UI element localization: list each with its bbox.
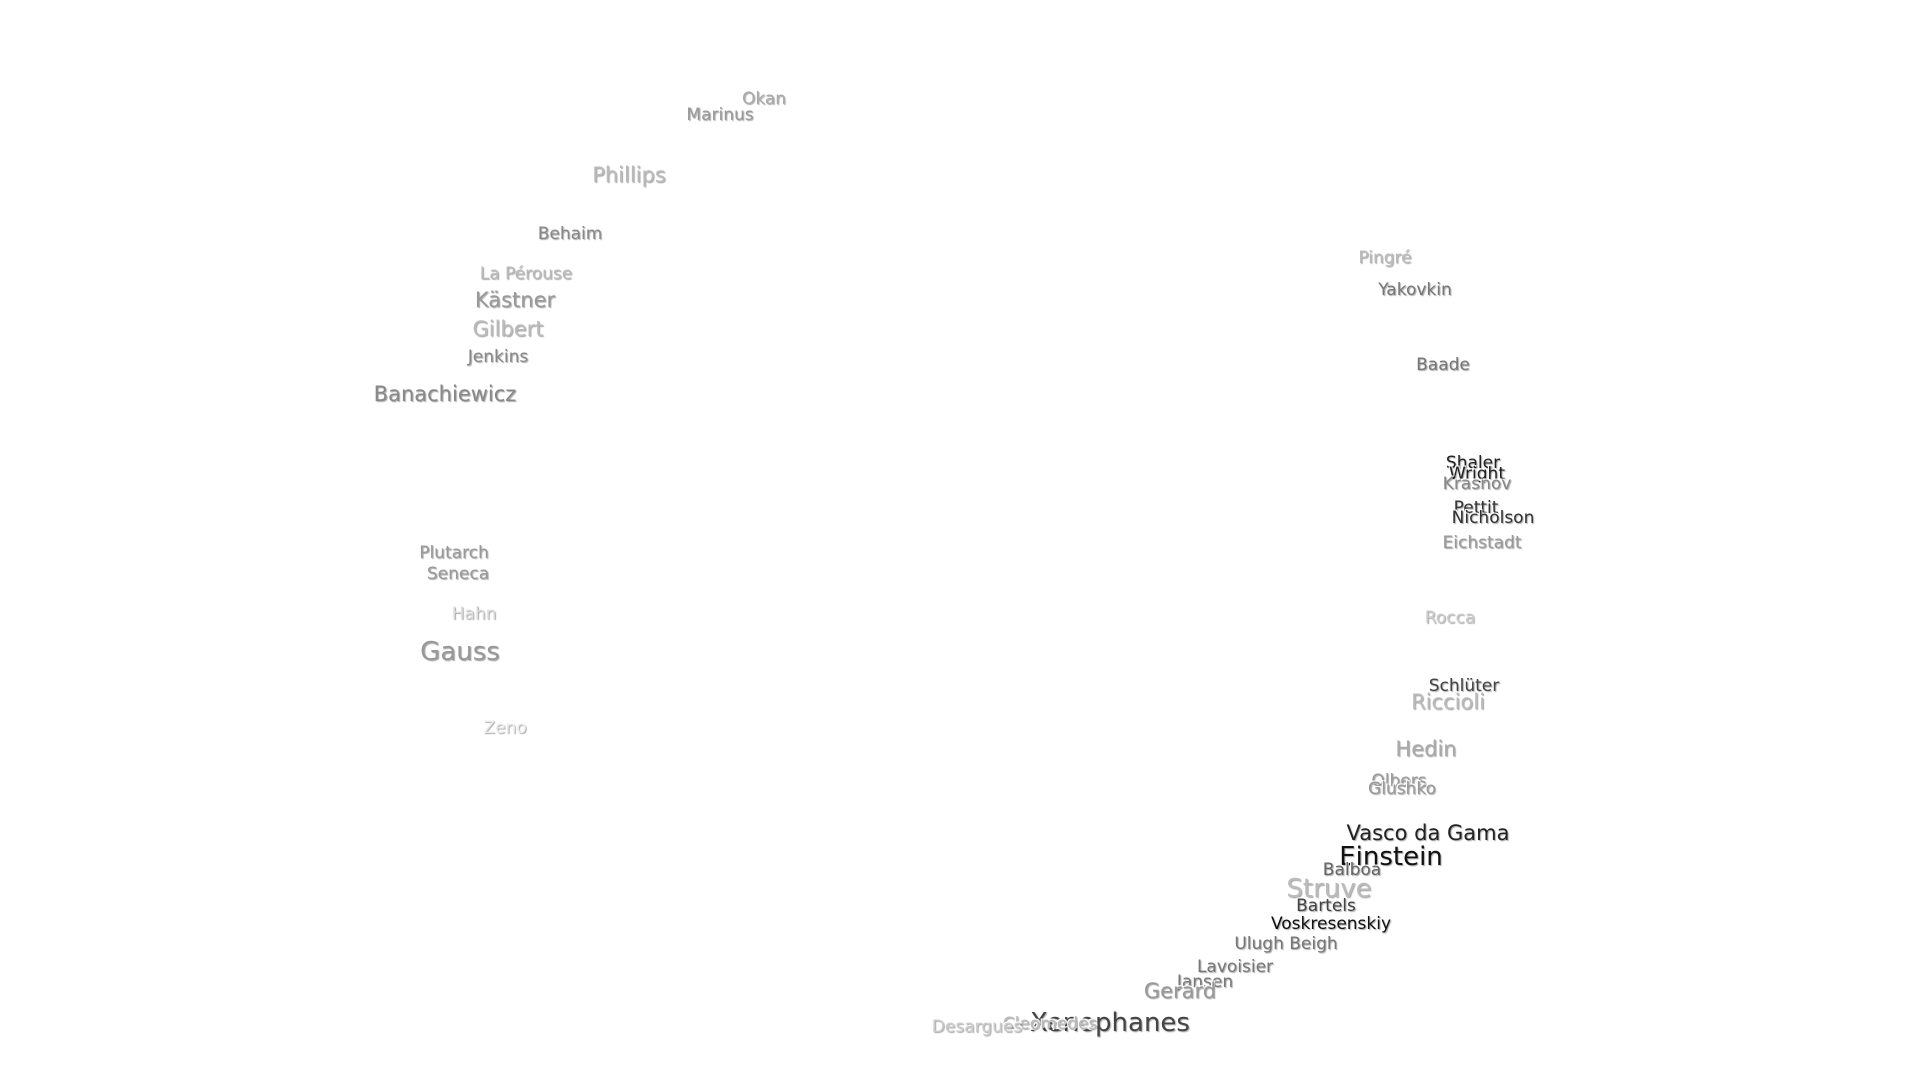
name-label: Wright: [1449, 464, 1505, 484]
name-label: Xenophanes: [1030, 1008, 1190, 1038]
name-label: La Pérouse: [479, 264, 573, 284]
name-label: Hedin: [1395, 737, 1457, 761]
name-label: Yakovkin: [1378, 280, 1452, 300]
name-label: Plutarch: [419, 543, 489, 563]
name-label: Zeno: [483, 718, 527, 738]
name-label: Marinus: [686, 105, 754, 125]
name-label: Balboa: [1322, 860, 1382, 880]
name-label: Krasnov: [1442, 474, 1512, 494]
name-label: Shaler: [1445, 453, 1501, 473]
name-label: Gerard: [1143, 979, 1217, 1003]
name-label: Nicholson: [1451, 508, 1535, 528]
name-label: Lavoisier: [1196, 957, 1274, 977]
name-label: Riccioli: [1411, 690, 1485, 714]
name-label: Jansen: [1176, 972, 1234, 992]
name-label: Gilbert: [472, 317, 544, 341]
name-label: Rocca: [1424, 608, 1476, 628]
name-label: Seneca: [426, 564, 490, 584]
name-label: Kästner: [474, 288, 556, 312]
name-label: Bartels: [1296, 896, 1356, 916]
name-label: Schlüter: [1428, 676, 1500, 696]
name-label: Olbers: [1371, 771, 1427, 791]
name-label: Gauss: [420, 637, 500, 667]
name-label: Jenkins: [467, 347, 529, 367]
name-label: Okan: [741, 89, 787, 109]
name-label: Vasco da Gama: [1346, 821, 1510, 845]
name-label: Phillips: [592, 163, 666, 187]
name-label: Hahn: [451, 604, 497, 624]
name-label: Baade: [1416, 355, 1470, 375]
name-label: Pettit: [1453, 498, 1499, 518]
name-label: Behaim: [537, 224, 603, 244]
name-label: Voskresenskiy: [1270, 914, 1392, 934]
name-label: Eichstadt: [1442, 533, 1522, 553]
name-label: Banachiewicz: [373, 382, 517, 406]
name-label: Glushko: [1368, 779, 1436, 799]
name-label: Ulugh Beigh: [1234, 934, 1338, 954]
name-label: Einstein: [1339, 842, 1443, 872]
name-label: Pingré: [1358, 248, 1412, 268]
name-label: Desargues: [931, 1017, 1023, 1037]
name-label: Cleomedes: [1002, 1014, 1098, 1034]
name-label: Struve: [1286, 874, 1372, 904]
